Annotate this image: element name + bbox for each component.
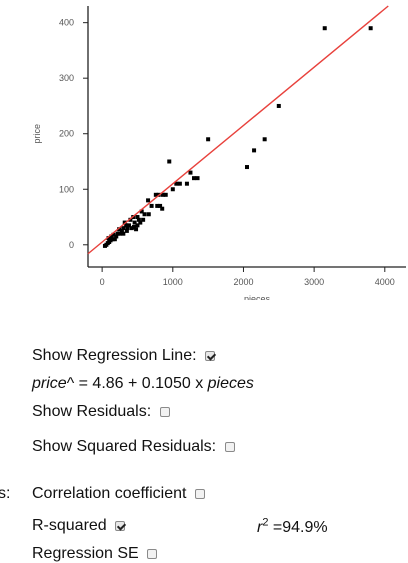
- x-tick-label: 1000: [163, 277, 183, 287]
- data-point: [368, 26, 373, 31]
- show-squared-residuals-label: Show Squared Residuals:: [32, 438, 217, 455]
- data-point: [126, 223, 131, 228]
- data-point: [131, 225, 136, 230]
- data-point: [153, 192, 158, 197]
- x-tick-label: 2000: [233, 277, 253, 287]
- regression-se-row: Regression SE: [32, 545, 158, 563]
- x-tick-label: 0: [100, 277, 105, 287]
- show-regression-row: Show Regression Line:: [32, 347, 215, 365]
- stats-prefix: s:: [0, 485, 11, 502]
- data-point: [117, 227, 122, 232]
- rsquared-label: R-squared: [32, 517, 107, 534]
- data-point: [121, 231, 126, 236]
- data-point: [195, 176, 200, 181]
- data-point: [149, 203, 154, 208]
- data-point: [276, 103, 281, 108]
- show-regression-checkbox[interactable]: [205, 351, 215, 361]
- x-tick-label: 4000: [375, 277, 395, 287]
- x-axis-label: pieces: [244, 294, 271, 300]
- data-point: [188, 170, 193, 175]
- data-point: [155, 203, 160, 208]
- show-squared-residuals-checkbox[interactable]: [224, 442, 235, 452]
- data-point: [115, 231, 120, 236]
- show-squared-residuals-row: Show Squared Residuals:: [32, 438, 235, 456]
- y-tick-label: 100: [59, 184, 74, 194]
- data-point: [117, 231, 122, 236]
- data-point: [124, 228, 129, 233]
- data-point: [160, 206, 165, 211]
- data-point: [106, 236, 111, 241]
- show-residuals-row: Show Residuals:: [32, 403, 170, 421]
- regression-line: [87, 5, 389, 255]
- data-point: [167, 159, 172, 164]
- data-point: [128, 217, 133, 222]
- correlation-checkbox[interactable]: [194, 489, 205, 499]
- data-point: [192, 176, 196, 181]
- data-points: [102, 26, 373, 248]
- data-point: [125, 226, 130, 231]
- data-point: [160, 192, 165, 197]
- data-point: [174, 181, 179, 186]
- data-point: [139, 209, 144, 214]
- data-point: [114, 234, 119, 239]
- equation-body: ^ = 4.86 + 0.1050 x: [66, 375, 208, 392]
- data-point: [177, 181, 182, 186]
- data-point: [119, 228, 124, 233]
- y-tick-label: 400: [59, 18, 74, 28]
- rsquared-checkbox[interactable]: [115, 521, 126, 531]
- regression-se-label: Regression SE: [32, 545, 139, 562]
- data-point: [138, 220, 143, 225]
- y-axis-label: price: [32, 124, 42, 144]
- data-point: [135, 215, 140, 220]
- rsquared-row: R-squared: [32, 517, 126, 535]
- y-tick-label: 0: [69, 240, 74, 250]
- data-point: [136, 217, 141, 222]
- scatter-plot: 0 1000 2000 3000 4000 0 100 200 300 400 pieces pr…: [32, 5, 406, 300]
- data-point: [245, 165, 249, 170]
- data-point: [135, 223, 140, 228]
- correlation-label: Correlation coefficient: [32, 485, 187, 502]
- x-tick-label: 3000: [304, 277, 324, 287]
- data-point: [163, 192, 168, 197]
- show-residuals-label: Show Residuals:: [32, 403, 152, 420]
- data-point: [142, 212, 147, 217]
- data-point: [110, 237, 115, 242]
- show-regression-label: Show Regression Line:: [32, 347, 197, 364]
- data-point: [121, 226, 126, 231]
- data-point: [262, 137, 267, 142]
- y-tick-label: 300: [59, 73, 74, 83]
- data-point: [112, 237, 117, 242]
- data-point: [134, 227, 139, 232]
- rsquared-exponent: 2: [262, 516, 269, 529]
- equation-response: price: [32, 375, 67, 392]
- data-point: [111, 232, 116, 237]
- data-point: [141, 217, 146, 222]
- data-point: [129, 226, 134, 231]
- correlation-row: Correlation coefficient: [32, 485, 205, 503]
- data-point: [170, 187, 175, 192]
- data-point: [146, 212, 151, 217]
- rsquared-number: =94.9%: [268, 519, 328, 536]
- data-point: [124, 223, 129, 228]
- y-tick-label: 200: [59, 129, 74, 139]
- show-residuals-checkbox[interactable]: [159, 407, 170, 417]
- regression-equation: price^ = 4.86 + 0.1050 x pieces: [32, 375, 254, 393]
- equation-predictor: pieces: [207, 375, 254, 392]
- data-point: [102, 243, 107, 248]
- rsquared-value: r2 =94.9%: [257, 516, 328, 537]
- rsquared-symbol: r: [257, 519, 263, 536]
- data-point: [206, 137, 211, 142]
- data-point: [146, 198, 151, 203]
- plot-ticks: 0 1000 2000 3000 4000 0 100 200 300 400: [59, 18, 395, 287]
- data-point: [158, 203, 163, 208]
- data-point: [109, 234, 114, 239]
- plot-axes: [87, 6, 406, 268]
- data-point: [252, 148, 257, 153]
- data-point: [132, 220, 137, 225]
- data-point: [184, 181, 189, 186]
- data-point: [322, 26, 327, 31]
